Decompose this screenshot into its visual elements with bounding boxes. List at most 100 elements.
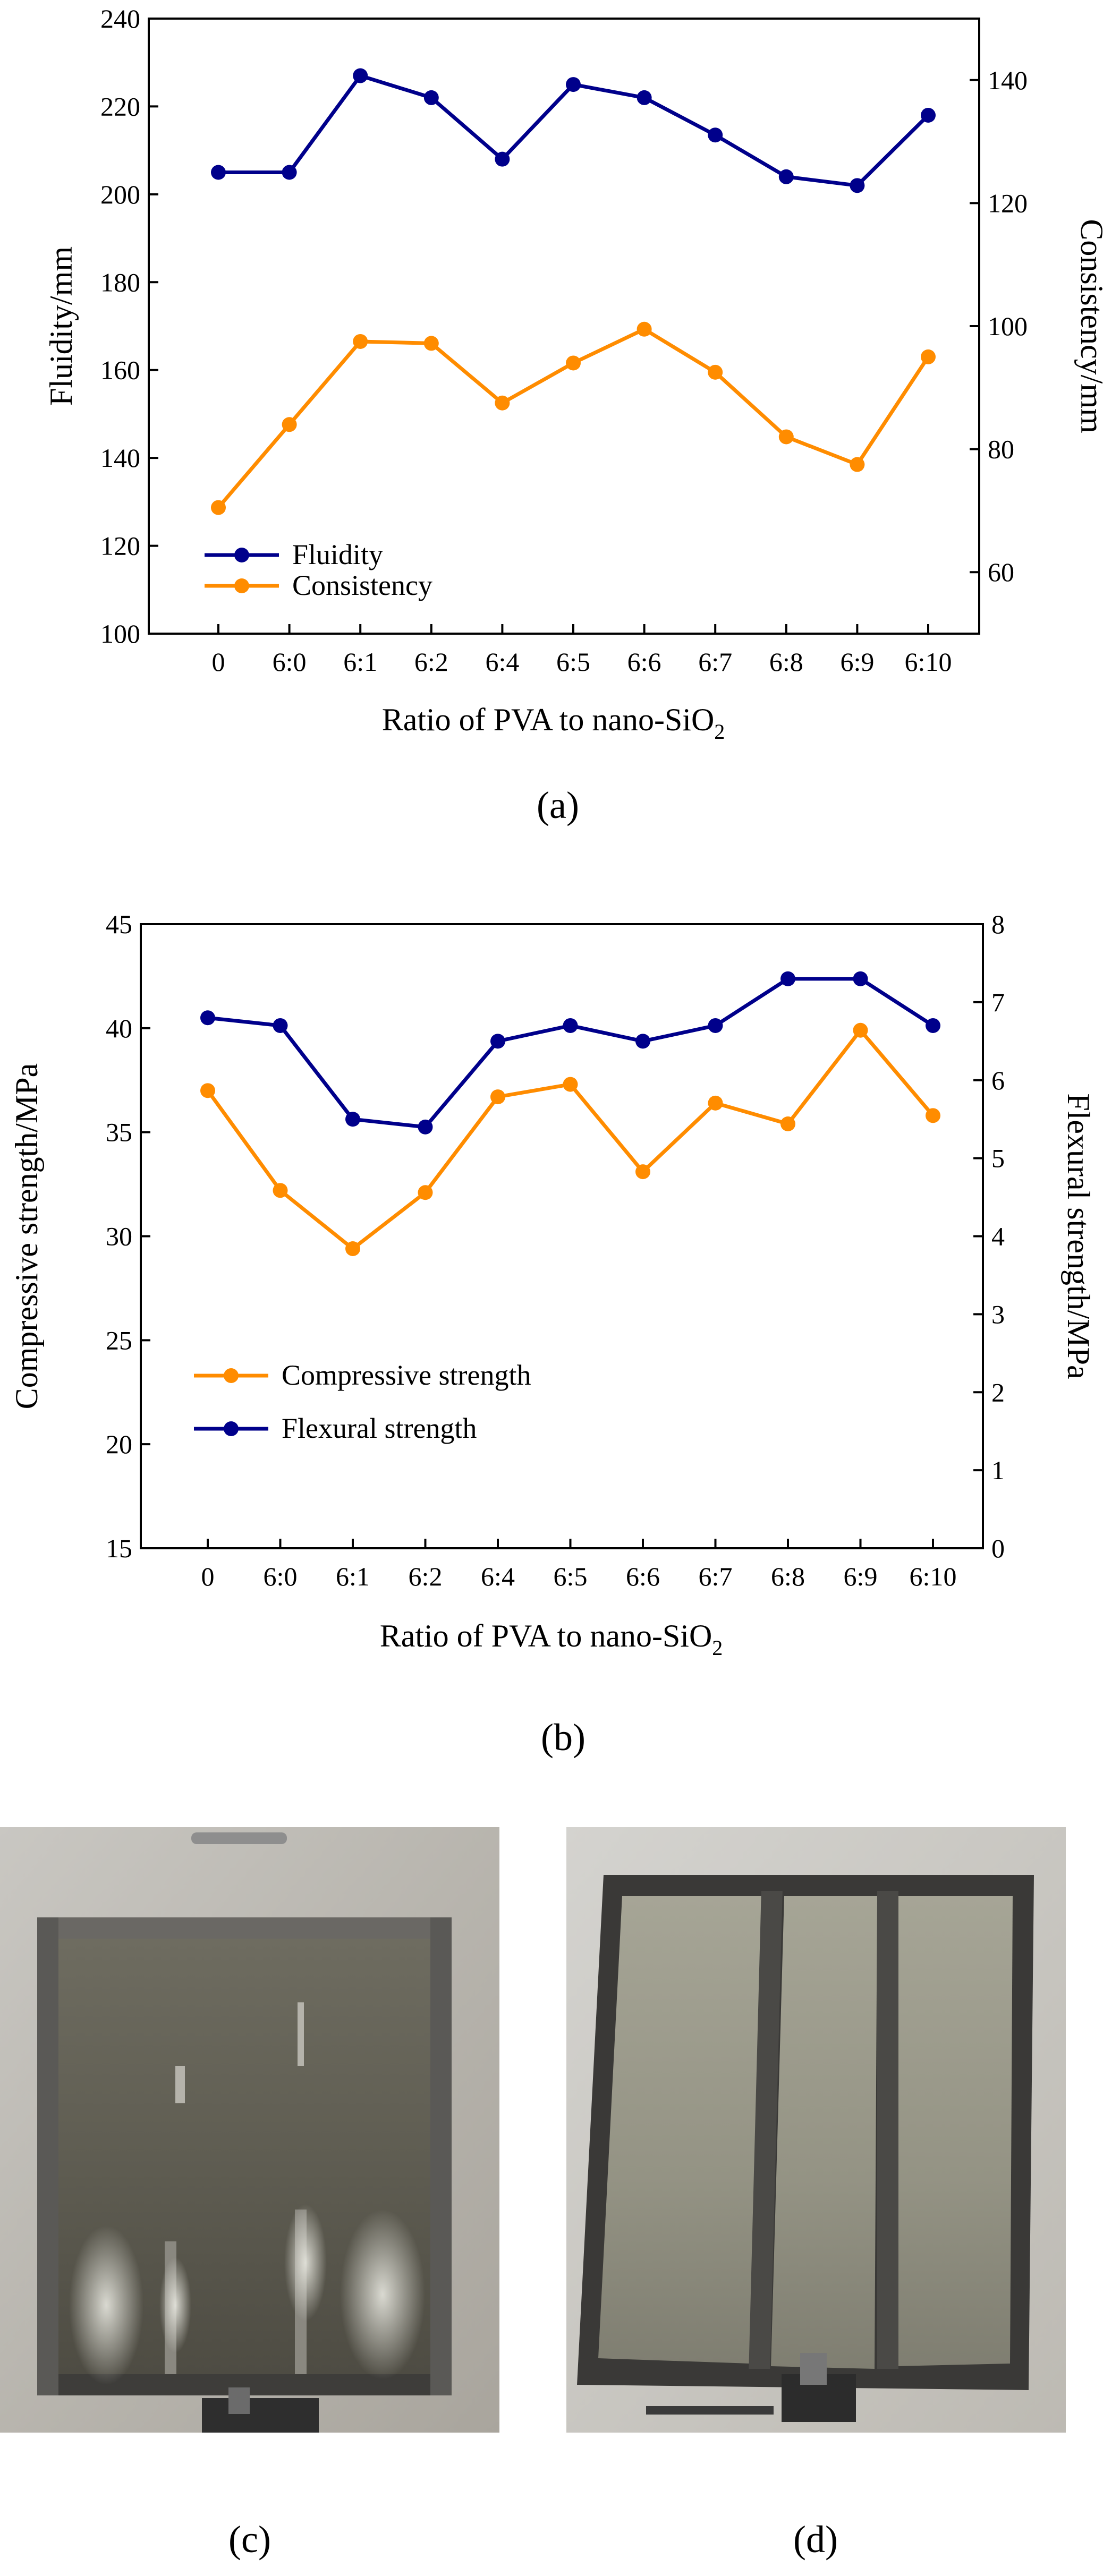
consistency-point	[921, 349, 936, 364]
fluidity-line	[218, 74, 930, 187]
consistency-point	[637, 321, 652, 337]
right-tick-label: 60	[988, 557, 1014, 587]
flexural-strength-point	[563, 1018, 578, 1033]
left-tick-label: 140	[100, 443, 140, 473]
x-tick-label: 6:9	[844, 1562, 878, 1591]
consistency-point	[566, 355, 581, 371]
right-tick-label: 8	[991, 909, 1005, 939]
x-axis-label-subscript: 2	[714, 720, 725, 744]
left-tick-label: 180	[100, 267, 140, 297]
x-axis-label-subscript: 2	[712, 1636, 723, 1660]
x-tick-label: 6:10	[905, 647, 952, 677]
right-tick-label: 100	[988, 311, 1028, 341]
x-axis-label: Ratio of PVA to nano-SiO2	[380, 1618, 723, 1660]
right-tick-label: 80	[988, 434, 1014, 464]
compressive-strength-point	[780, 1116, 795, 1131]
left-axis-label: Fluidity/mm	[44, 246, 79, 406]
flexural-strength-point	[708, 1018, 723, 1033]
panel-label: (a)	[537, 784, 579, 826]
consistency-point	[423, 336, 439, 351]
compressive-strength-point	[273, 1183, 288, 1198]
legend-marker-flexural-strength	[224, 1421, 239, 1436]
x-axis-label: Ratio of PVA to nano-SiO2	[382, 702, 725, 744]
x-tick-label: 6:7	[698, 647, 732, 677]
left-tick-label: 15	[106, 1533, 132, 1563]
consistency-point	[353, 334, 368, 349]
x-tick-label: 0	[201, 1562, 215, 1591]
photo-d-three-gang-mold	[566, 1827, 1066, 2433]
x-tick-label: 6:8	[771, 1562, 805, 1591]
flexural-strength-point	[853, 971, 868, 986]
consistency-point	[211, 500, 226, 515]
fluidity-point	[637, 90, 652, 105]
flexural-strength-point	[635, 1034, 650, 1049]
flexural-strength-point	[273, 1018, 288, 1033]
left-tick-label: 240	[100, 4, 140, 33]
x-tick-label: 6:7	[699, 1562, 733, 1591]
flexural-strength-line	[207, 977, 934, 1129]
panel-label: (b)	[541, 1716, 586, 1759]
right-tick-label: 6	[991, 1065, 1005, 1095]
legend-label-compressive-strength: Compressive strength	[282, 1359, 531, 1391]
photo-d-illustration	[566, 1827, 1066, 2433]
left-tick-label: 160	[100, 355, 140, 385]
compressive-strength-point	[345, 1241, 360, 1256]
flexural-strength-point	[926, 1018, 940, 1033]
right-tick-label: 1	[991, 1455, 1005, 1485]
right-axis-label: Consistency/mm	[1074, 219, 1109, 433]
fluidity-point	[708, 127, 723, 143]
right-tick-label: 120	[988, 188, 1028, 218]
x-tick-label: 6:1	[343, 647, 377, 677]
compressive-strength-point	[853, 1022, 868, 1038]
x-tick-label: 6:0	[264, 1562, 298, 1591]
flexural-strength-point	[780, 971, 795, 986]
x-tick-label: 6:2	[414, 647, 448, 677]
chart-a: 100 120 140 160 180 200 220 240 60 80 100 120 140 0 6:…	[44, 4, 1109, 826]
legend-label-fluidity: Fluidity	[292, 539, 383, 570]
right-axis-label: Flexural strength/MPa	[1061, 1093, 1096, 1379]
left-tick-label: 200	[100, 180, 140, 209]
compressive-strength-point	[563, 1077, 578, 1092]
flexural-strength-point	[345, 1112, 360, 1127]
flexural-strength-point	[418, 1119, 433, 1135]
compressive-strength-point	[418, 1185, 433, 1200]
x-tick-label: 6:10	[910, 1562, 957, 1591]
consistency-point	[495, 395, 510, 411]
left-tick-label: 100	[100, 619, 140, 649]
flexural-strength-point	[490, 1034, 505, 1049]
fluidity-point	[778, 169, 794, 184]
compressive-strength-point	[926, 1108, 940, 1123]
x-tick-label: 6:5	[556, 647, 590, 677]
plot-frame	[140, 923, 984, 1549]
right-tick-label: 3	[991, 1299, 1005, 1329]
consistency-point	[282, 417, 297, 432]
x-tick-label: 6:4	[485, 647, 519, 677]
x-tick-label: 0	[212, 647, 225, 677]
compressive-strength-point	[635, 1164, 650, 1180]
right-tick-label: 0	[991, 1533, 1005, 1563]
x-tick-label: 6:4	[481, 1562, 515, 1591]
right-tick-label: 4	[991, 1222, 1005, 1251]
right-tick-label: 5	[991, 1144, 1005, 1173]
right-tick-label: 140	[988, 65, 1028, 95]
left-tick-label: 120	[100, 531, 140, 561]
left-tick-label: 20	[106, 1429, 132, 1459]
fluidity-point	[566, 77, 581, 92]
consistency-point	[778, 429, 794, 445]
right-tick-label: 7	[991, 987, 1005, 1017]
fluidity-point	[850, 178, 865, 193]
right-tick-label: 2	[991, 1377, 1005, 1407]
compressive-strength-line	[206, 1028, 935, 1251]
photo-c-concrete-mold	[0, 1827, 499, 2433]
left-tick-label: 30	[106, 1222, 132, 1251]
compressive-strength-point	[490, 1089, 505, 1105]
left-tick-label: 25	[106, 1325, 132, 1355]
fluidity-point	[353, 68, 368, 83]
legend-marker-consistency	[234, 578, 249, 593]
left-tick-label: 45	[106, 909, 132, 939]
x-tick-label: 6:2	[409, 1562, 443, 1591]
x-tick-label: 6:1	[336, 1562, 370, 1591]
fluidity-point	[282, 165, 297, 180]
left-tick-label: 35	[106, 1118, 132, 1147]
